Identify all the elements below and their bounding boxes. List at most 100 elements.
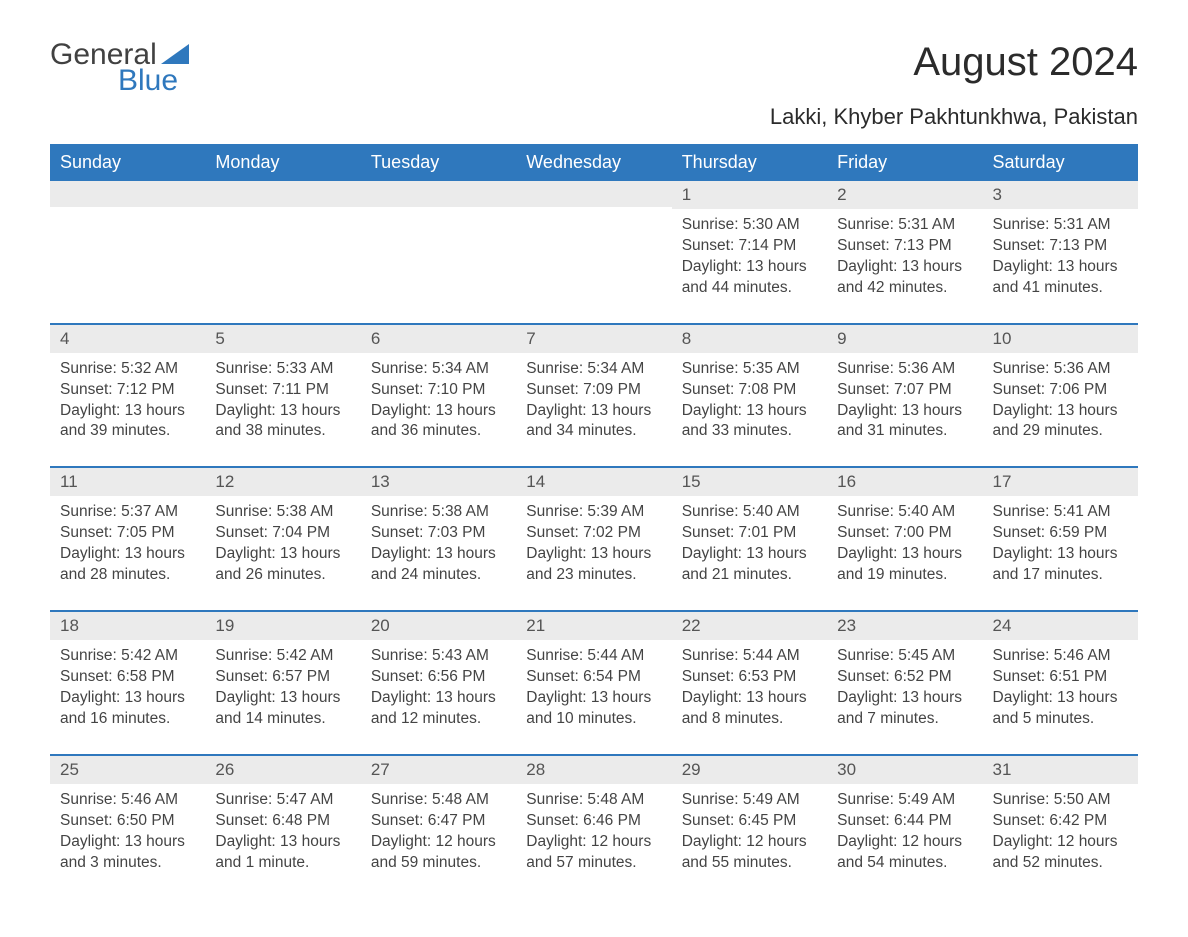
day-details: Sunrise: 5:37 AMSunset: 7:05 PMDaylight:… [50, 496, 205, 610]
sunrise-text: Sunrise: 5:40 AM [682, 502, 817, 523]
sunset-text: Sunset: 6:54 PM [526, 667, 661, 688]
calendar-week-row: 4Sunrise: 5:32 AMSunset: 7:12 PMDaylight… [50, 324, 1138, 468]
daylight-text: Daylight: 13 hours and 12 minutes. [371, 688, 506, 730]
calendar-cell: 24Sunrise: 5:46 AMSunset: 6:51 PMDayligh… [983, 611, 1138, 755]
weekday-sunday: Sunday [50, 145, 205, 180]
calendar-cell: 19Sunrise: 5:42 AMSunset: 6:57 PMDayligh… [205, 611, 360, 755]
daylight-text: Daylight: 13 hours and 36 minutes. [371, 401, 506, 443]
sunset-text: Sunset: 7:09 PM [526, 380, 661, 401]
sunrise-text: Sunrise: 5:36 AM [993, 359, 1128, 380]
calendar-cell: 30Sunrise: 5:49 AMSunset: 6:44 PMDayligh… [827, 755, 982, 898]
sunrise-text: Sunrise: 5:37 AM [60, 502, 195, 523]
sunrise-text: Sunrise: 5:48 AM [526, 790, 661, 811]
calendar-cell: 17Sunrise: 5:41 AMSunset: 6:59 PMDayligh… [983, 467, 1138, 611]
day-number: 10 [983, 325, 1138, 353]
calendar-cell: 15Sunrise: 5:40 AMSunset: 7:01 PMDayligh… [672, 467, 827, 611]
daylight-text: Daylight: 12 hours and 59 minutes. [371, 832, 506, 874]
sunset-text: Sunset: 7:14 PM [682, 236, 817, 257]
day-details: Sunrise: 5:32 AMSunset: 7:12 PMDaylight:… [50, 353, 205, 467]
day-number: 30 [827, 756, 982, 784]
sunset-text: Sunset: 7:10 PM [371, 380, 506, 401]
sunrise-text: Sunrise: 5:48 AM [371, 790, 506, 811]
calendar-cell: 1Sunrise: 5:30 AMSunset: 7:14 PMDaylight… [672, 180, 827, 324]
calendar-cell: 6Sunrise: 5:34 AMSunset: 7:10 PMDaylight… [361, 324, 516, 468]
sunrise-text: Sunrise: 5:42 AM [215, 646, 350, 667]
empty-daynum-bar [50, 181, 205, 207]
day-details: Sunrise: 5:38 AMSunset: 7:04 PMDaylight:… [205, 496, 360, 610]
sunrise-text: Sunrise: 5:38 AM [215, 502, 350, 523]
day-details: Sunrise: 5:48 AMSunset: 6:47 PMDaylight:… [361, 784, 516, 898]
day-number: 8 [672, 325, 827, 353]
day-details: Sunrise: 5:43 AMSunset: 6:56 PMDaylight:… [361, 640, 516, 754]
day-number: 23 [827, 612, 982, 640]
empty-daynum-bar [516, 181, 671, 207]
daylight-text: Daylight: 13 hours and 24 minutes. [371, 544, 506, 586]
sunset-text: Sunset: 6:52 PM [837, 667, 972, 688]
empty-day-body [205, 207, 360, 317]
day-details: Sunrise: 5:41 AMSunset: 6:59 PMDaylight:… [983, 496, 1138, 610]
sunset-text: Sunset: 6:58 PM [60, 667, 195, 688]
day-number: 19 [205, 612, 360, 640]
daylight-text: Daylight: 13 hours and 16 minutes. [60, 688, 195, 730]
sunrise-text: Sunrise: 5:38 AM [371, 502, 506, 523]
day-details: Sunrise: 5:45 AMSunset: 6:52 PMDaylight:… [827, 640, 982, 754]
calendar-week-row: 18Sunrise: 5:42 AMSunset: 6:58 PMDayligh… [50, 611, 1138, 755]
day-number: 4 [50, 325, 205, 353]
sunset-text: Sunset: 6:45 PM [682, 811, 817, 832]
calendar-cell: 22Sunrise: 5:44 AMSunset: 6:53 PMDayligh… [672, 611, 827, 755]
sunrise-text: Sunrise: 5:39 AM [526, 502, 661, 523]
day-number: 7 [516, 325, 671, 353]
weekday-tuesday: Tuesday [361, 145, 516, 180]
calendar-cell: 3Sunrise: 5:31 AMSunset: 7:13 PMDaylight… [983, 180, 1138, 324]
day-details: Sunrise: 5:35 AMSunset: 7:08 PMDaylight:… [672, 353, 827, 467]
day-details: Sunrise: 5:38 AMSunset: 7:03 PMDaylight:… [361, 496, 516, 610]
day-details: Sunrise: 5:34 AMSunset: 7:09 PMDaylight:… [516, 353, 671, 467]
empty-day-body [50, 207, 205, 317]
sunset-text: Sunset: 7:04 PM [215, 523, 350, 544]
calendar-cell: 13Sunrise: 5:38 AMSunset: 7:03 PMDayligh… [361, 467, 516, 611]
weekday-header-row: Sunday Monday Tuesday Wednesday Thursday… [50, 145, 1138, 180]
sunset-text: Sunset: 6:56 PM [371, 667, 506, 688]
sunrise-text: Sunrise: 5:31 AM [993, 215, 1128, 236]
daylight-text: Daylight: 13 hours and 33 minutes. [682, 401, 817, 443]
day-number: 25 [50, 756, 205, 784]
daylight-text: Daylight: 13 hours and 39 minutes. [60, 401, 195, 443]
daylight-text: Daylight: 12 hours and 57 minutes. [526, 832, 661, 874]
day-details: Sunrise: 5:31 AMSunset: 7:13 PMDaylight:… [827, 209, 982, 323]
sunrise-text: Sunrise: 5:50 AM [993, 790, 1128, 811]
sunrise-text: Sunrise: 5:47 AM [215, 790, 350, 811]
day-details: Sunrise: 5:49 AMSunset: 6:44 PMDaylight:… [827, 784, 982, 898]
day-details: Sunrise: 5:50 AMSunset: 6:42 PMDaylight:… [983, 784, 1138, 898]
calendar-cell: 12Sunrise: 5:38 AMSunset: 7:04 PMDayligh… [205, 467, 360, 611]
weekday-friday: Friday [827, 145, 982, 180]
sunrise-text: Sunrise: 5:46 AM [993, 646, 1128, 667]
calendar-cell: 4Sunrise: 5:32 AMSunset: 7:12 PMDaylight… [50, 324, 205, 468]
daylight-text: Daylight: 13 hours and 34 minutes. [526, 401, 661, 443]
daylight-text: Daylight: 12 hours and 52 minutes. [993, 832, 1128, 874]
sunset-text: Sunset: 7:13 PM [993, 236, 1128, 257]
sunset-text: Sunset: 7:11 PM [215, 380, 350, 401]
title-block: August 2024 [913, 40, 1138, 85]
sunrise-text: Sunrise: 5:44 AM [682, 646, 817, 667]
sunset-text: Sunset: 6:59 PM [993, 523, 1128, 544]
calendar-cell: 28Sunrise: 5:48 AMSunset: 6:46 PMDayligh… [516, 755, 671, 898]
day-number: 28 [516, 756, 671, 784]
day-details: Sunrise: 5:31 AMSunset: 7:13 PMDaylight:… [983, 209, 1138, 323]
sunset-text: Sunset: 6:51 PM [993, 667, 1128, 688]
day-number: 29 [672, 756, 827, 784]
daylight-text: Daylight: 13 hours and 8 minutes. [682, 688, 817, 730]
day-number: 22 [672, 612, 827, 640]
calendar-cell: 16Sunrise: 5:40 AMSunset: 7:00 PMDayligh… [827, 467, 982, 611]
day-number: 1 [672, 181, 827, 209]
calendar-cell: 31Sunrise: 5:50 AMSunset: 6:42 PMDayligh… [983, 755, 1138, 898]
sunrise-text: Sunrise: 5:42 AM [60, 646, 195, 667]
day-details: Sunrise: 5:47 AMSunset: 6:48 PMDaylight:… [205, 784, 360, 898]
calendar-cell: 5Sunrise: 5:33 AMSunset: 7:11 PMDaylight… [205, 324, 360, 468]
day-number: 13 [361, 468, 516, 496]
day-number: 11 [50, 468, 205, 496]
day-number: 3 [983, 181, 1138, 209]
sunrise-text: Sunrise: 5:33 AM [215, 359, 350, 380]
calendar-cell: 9Sunrise: 5:36 AMSunset: 7:07 PMDaylight… [827, 324, 982, 468]
day-details: Sunrise: 5:30 AMSunset: 7:14 PMDaylight:… [672, 209, 827, 323]
calendar-cell: 7Sunrise: 5:34 AMSunset: 7:09 PMDaylight… [516, 324, 671, 468]
